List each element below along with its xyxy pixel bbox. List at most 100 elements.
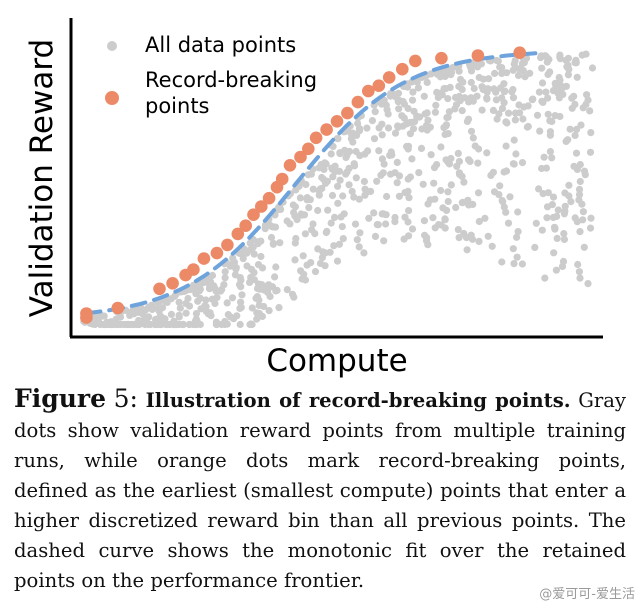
gray-data-point <box>257 237 265 245</box>
gray-data-point <box>514 71 523 80</box>
gray-data-point <box>392 93 400 101</box>
gray-data-point <box>365 214 373 222</box>
gray-data-point <box>334 182 342 190</box>
gray-data-point <box>452 101 461 109</box>
record-breaking-point <box>239 219 252 232</box>
gray-data-point <box>514 208 522 216</box>
gray-data-point <box>533 111 542 119</box>
gray-data-point <box>559 90 567 98</box>
record-breaking-point <box>409 54 422 68</box>
gray-data-point <box>255 301 263 309</box>
record-breaking-point <box>283 159 297 172</box>
gray-data-point <box>349 138 357 146</box>
gray-data-point <box>463 246 471 254</box>
gray-data-point <box>455 169 463 177</box>
gray-data-point <box>452 203 460 212</box>
gray-data-point <box>464 196 472 204</box>
record-breaking-point <box>111 301 125 315</box>
gray-data-point <box>220 281 228 289</box>
gray-data-point <box>161 315 169 323</box>
gray-data-point <box>431 224 439 232</box>
gray-data-point <box>288 290 297 298</box>
gray-data-point <box>508 88 516 96</box>
gray-data-point <box>474 159 482 167</box>
gray-data-point <box>328 191 337 200</box>
gray-data-point <box>445 108 453 116</box>
gray-data-point <box>539 98 547 106</box>
gray-data-point <box>444 197 452 206</box>
record-breaking-point <box>330 115 344 128</box>
gray-data-point <box>475 237 483 245</box>
gray-data-point <box>515 65 523 73</box>
gray-data-point <box>408 155 416 163</box>
gray-data-point <box>158 304 167 312</box>
gray-data-point <box>470 84 478 93</box>
watermark: @爱可可-爱生活 <box>539 587 635 602</box>
gray-data-point <box>566 125 574 133</box>
gray-data-point <box>575 268 584 276</box>
gray-data-point <box>371 108 379 116</box>
gray-data-point <box>535 88 544 96</box>
gray-data-point <box>375 147 383 155</box>
gray-data-point <box>491 69 499 77</box>
figure-caption: Figure 5: Illustration of record-breakin… <box>14 384 626 596</box>
gray-data-point <box>238 291 246 299</box>
gray-data-point <box>496 182 504 190</box>
gray-data-point <box>192 283 200 291</box>
gray-data-point <box>539 190 547 198</box>
gray-data-point <box>221 317 229 326</box>
record-breaking-point <box>275 172 289 186</box>
gray-data-point <box>558 262 567 270</box>
y-axis-label: Validation Reward <box>24 39 60 317</box>
gray-data-point <box>538 226 546 234</box>
gray-data-point <box>464 115 473 123</box>
gray-data-point <box>444 130 452 138</box>
gray-data-point <box>213 293 221 301</box>
gray-data-point <box>556 55 565 63</box>
gray-data-point <box>327 219 335 227</box>
gray-data-point <box>543 58 551 66</box>
gray-data-point <box>182 299 190 308</box>
gray-data-point <box>467 127 476 135</box>
gray-data-point <box>266 221 274 229</box>
gray-data-point <box>495 110 503 118</box>
gray-data-point <box>223 299 231 307</box>
gray-data-point <box>157 320 165 329</box>
gray-data-point <box>586 224 595 232</box>
gray-data-point <box>498 197 506 205</box>
gray-data-point <box>544 110 552 118</box>
gray-data-point <box>337 213 345 221</box>
gray-data-point <box>289 201 297 209</box>
gray-data-point <box>391 129 400 137</box>
gray-data-point <box>484 232 492 240</box>
gray-data-point <box>408 225 417 233</box>
gray-data-point <box>437 221 445 229</box>
gray-data-point <box>586 107 594 115</box>
gray-data-point <box>582 50 590 58</box>
gray-data-point <box>167 310 175 318</box>
gray-data-point <box>443 114 451 122</box>
gray-data-point <box>551 112 559 120</box>
gray-data-point <box>243 262 251 270</box>
gray-data-point <box>237 303 245 311</box>
gray-data-point <box>384 124 393 132</box>
gray-data-point <box>546 148 555 156</box>
gray-data-point <box>576 274 584 282</box>
gray-data-point <box>415 169 423 177</box>
gray-data-point <box>458 107 466 115</box>
gray-data-point <box>460 178 468 186</box>
gray-data-point <box>518 60 527 68</box>
record-breaking-point <box>254 200 268 213</box>
gray-data-point <box>467 231 475 239</box>
gray-data-point <box>405 232 413 240</box>
gray-data-point <box>291 212 299 220</box>
gray-data-point <box>550 249 558 257</box>
gray-data-point <box>362 189 370 197</box>
gray-data-point <box>576 161 584 169</box>
gray-data-point <box>339 192 347 200</box>
gray-data-point <box>371 232 380 240</box>
gray-data-point <box>455 234 463 242</box>
gray-data-point <box>578 200 586 208</box>
record-breaking-point <box>320 123 333 136</box>
gray-data-point <box>568 104 576 112</box>
